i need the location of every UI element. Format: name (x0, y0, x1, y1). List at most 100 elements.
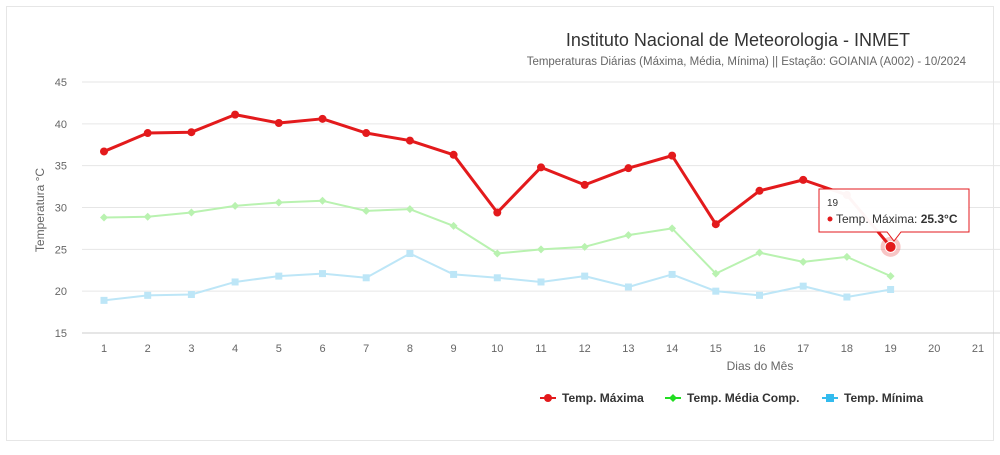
data-point[interactable] (405, 205, 414, 214)
x-tick-label: 9 (451, 343, 457, 355)
data-point[interactable] (712, 287, 720, 295)
x-tick-label: 2 (145, 343, 151, 355)
data-point[interactable] (624, 283, 632, 291)
data-point[interactable] (449, 221, 458, 230)
x-axis-title: Dias do Mês (727, 359, 794, 373)
data-point[interactable] (406, 250, 414, 258)
data-point[interactable] (318, 196, 327, 205)
hover-point[interactable] (884, 240, 897, 253)
data-point[interactable] (886, 272, 895, 281)
data-point[interactable] (143, 129, 152, 138)
x-tick-label: 11 (535, 343, 546, 355)
data-point[interactable] (187, 128, 196, 137)
data-point[interactable] (493, 274, 501, 282)
data-point[interactable] (843, 293, 851, 301)
x-tick-label: 12 (579, 343, 591, 355)
x-tick-label: 21 (972, 343, 984, 355)
x-tick-label: 1 (101, 343, 107, 355)
x-tick-label: 10 (491, 343, 503, 355)
data-point[interactable] (231, 201, 240, 210)
data-point[interactable] (581, 272, 589, 280)
data-point[interactable] (231, 110, 240, 119)
data-point[interactable] (100, 147, 108, 156)
data-point[interactable] (668, 151, 677, 160)
x-tick-label: 4 (232, 343, 238, 355)
legend-label: Temp. Mínima (844, 391, 923, 405)
tooltip-box (818, 188, 970, 242)
data-point[interactable] (537, 163, 545, 172)
x-tick-label: 14 (666, 343, 678, 355)
series-line (103, 113, 892, 248)
x-tick-label: 18 (841, 343, 853, 355)
data-point[interactable] (668, 224, 677, 233)
data-point[interactable] (100, 296, 108, 304)
data-point[interactable] (624, 164, 633, 173)
x-tick-labels: 1 2 3 4 5 6 7 8 9 10 11 12 13 14 15 16 17 18 19 20 21 (101, 343, 984, 355)
data-point[interactable] (143, 212, 152, 221)
data-point[interactable] (318, 114, 327, 123)
y-tick-label: 30 (55, 203, 67, 215)
tooltip: 19 Temp. Máxima: 25.3°C (818, 188, 970, 242)
data-point[interactable] (537, 245, 545, 254)
legend-label: Temp. Média Comp. (687, 391, 799, 405)
data-point[interactable] (362, 129, 371, 138)
y-tick-label: 35 (55, 161, 67, 173)
y-axis-title: Temperatura °C (33, 168, 47, 252)
data-point[interactable] (755, 248, 764, 257)
data-point[interactable] (493, 208, 502, 217)
data-point[interactable] (100, 213, 108, 222)
x-tick-label: 6 (319, 343, 325, 355)
data-point[interactable] (187, 291, 195, 299)
data-point[interactable] (799, 175, 808, 184)
legend-item-3[interactable]: Temp. Mínima (822, 391, 923, 405)
data-point[interactable] (887, 285, 895, 293)
data-point[interactable] (842, 252, 851, 261)
tooltip-text: Temp. Máxima: 25.3°C (836, 212, 958, 226)
x-tick-label: 20 (928, 343, 940, 355)
data-point[interactable] (755, 186, 764, 195)
data-point[interactable] (711, 269, 720, 278)
series-3 (100, 250, 895, 304)
y-tick-label: 25 (55, 244, 67, 256)
series-1 (100, 110, 895, 251)
legend-marker (544, 394, 552, 402)
x-tick-label: 3 (188, 343, 194, 355)
x-tick-label: 15 (710, 343, 722, 355)
legend-item-2[interactable]: Temp. Média Comp. (665, 391, 799, 405)
data-point[interactable] (231, 278, 239, 286)
y-tick-label: 45 (55, 77, 67, 89)
chart-subtitle: Temperaturas Diárias (Máxima, Média, Mín… (526, 56, 966, 68)
data-point[interactable] (580, 180, 589, 189)
data-point[interactable] (624, 231, 633, 240)
x-tick-label: 7 (363, 343, 369, 355)
legend-marker (826, 394, 834, 402)
x-tick-label: 5 (276, 343, 282, 355)
data-point[interactable] (711, 220, 720, 229)
data-point[interactable] (362, 274, 370, 282)
legend: Temp. Máxima Temp. Média Comp. Temp. Mínim… (540, 391, 923, 405)
legend-marker (669, 394, 677, 402)
data-point[interactable] (405, 136, 414, 145)
data-point[interactable] (144, 291, 152, 299)
data-point[interactable] (362, 206, 371, 215)
data-point[interactable] (274, 198, 283, 207)
x-tick-label: 13 (622, 343, 634, 355)
data-point[interactable] (668, 270, 676, 278)
data-point[interactable] (187, 208, 196, 217)
data-point[interactable] (274, 118, 283, 127)
legend-item-1[interactable]: Temp. Máxima (540, 391, 644, 405)
data-point[interactable] (580, 242, 589, 251)
y-tick-label: 20 (55, 286, 67, 298)
data-point[interactable] (799, 257, 808, 266)
data-point[interactable] (319, 270, 326, 278)
data-point[interactable] (493, 249, 502, 258)
data-point[interactable] (756, 291, 763, 299)
data-point[interactable] (537, 278, 545, 286)
series-group (100, 110, 901, 304)
data-point[interactable] (449, 150, 458, 159)
x-tick-label: 8 (407, 343, 413, 355)
data-point[interactable] (799, 282, 807, 290)
data-point[interactable] (275, 272, 283, 280)
data-point[interactable] (450, 270, 458, 278)
